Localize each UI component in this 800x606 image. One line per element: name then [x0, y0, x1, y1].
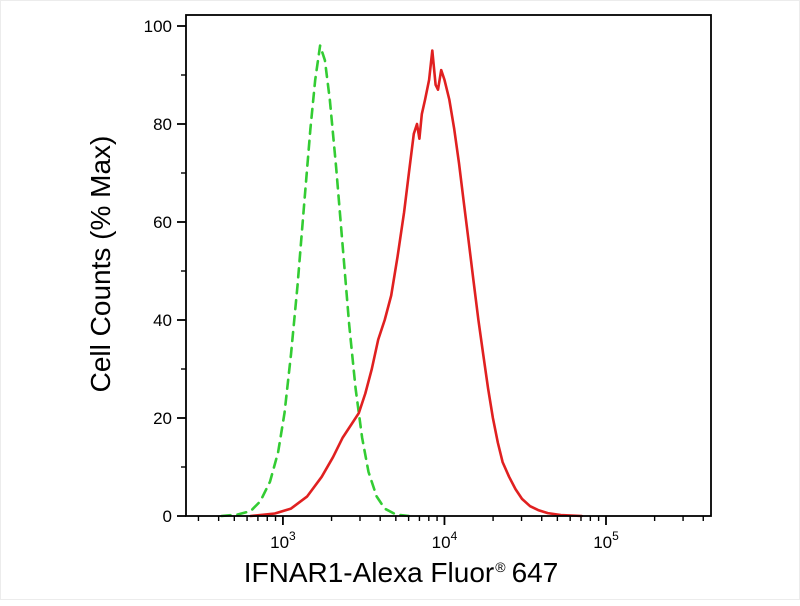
registered-trademark-symbol: ®	[495, 558, 506, 575]
y-tick-label: 40	[153, 311, 172, 330]
x-axis-title: IFNAR1-Alexa Fluor® 647	[1, 557, 800, 589]
x-tick-label: 104	[432, 529, 458, 552]
y-tick-label: 20	[153, 409, 172, 428]
x-axis-title-number: 647	[511, 557, 559, 588]
x-axis-ticks: 103 104 105	[197, 516, 704, 552]
y-axis-ticks: 0 20 40 60 80 100	[144, 17, 186, 526]
x-axis-title-main: IFNAR1-Alexa Fluor	[243, 557, 495, 588]
series-line-0	[220, 44, 411, 518]
y-tick-label: 100	[144, 17, 172, 36]
x-tick-label: 103	[270, 529, 296, 552]
y-tick-label: 60	[153, 213, 172, 232]
x-tick-label: 105	[593, 529, 619, 552]
series-curves	[220, 44, 584, 518]
y-tick-label: 80	[153, 115, 172, 134]
series-line-1	[249, 49, 584, 518]
y-tick-label: 0	[163, 507, 172, 526]
y-axis-title: Cell Counts (% Max)	[85, 135, 116, 393]
axes-frame	[185, 14, 712, 517]
